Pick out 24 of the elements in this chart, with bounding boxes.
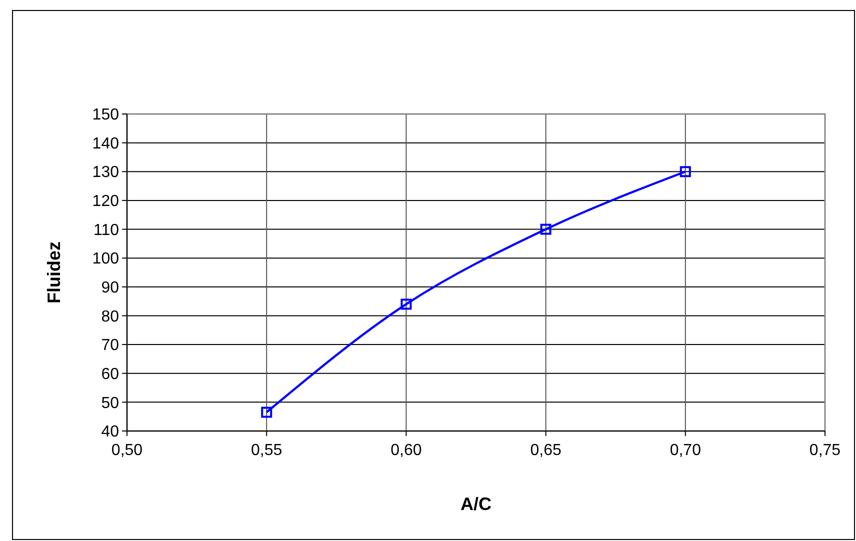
y-axis-title: Fluidez (44, 242, 64, 304)
y-tick-label: 90 (101, 280, 120, 297)
point (540, 224, 552, 235)
x-tick-label: 0,50 (111, 442, 143, 459)
y-tick-label: 150 (92, 106, 120, 124)
y-tick-label: 110 (93, 222, 120, 239)
x-tick-label: 0,55 (251, 442, 282, 459)
y-tick-label: 140 (92, 135, 120, 152)
x-tick-label: 0,65 (530, 442, 562, 459)
y-tick-label: 120 (92, 193, 120, 210)
y-tick-label: 100 (92, 250, 120, 268)
y-tick-label: 130 (92, 164, 120, 182)
y-tick-label: 70 (101, 337, 120, 354)
y-tick-label: 40 (101, 424, 120, 441)
x-tick-label: 0,75 (809, 442, 841, 459)
x-tick-label: 0,60 (390, 442, 422, 459)
point (680, 166, 691, 178)
x-axis-title: A/C (460, 494, 492, 514)
point (400, 298, 412, 310)
y-tick-label: 60 (101, 366, 120, 383)
x-tick-label: 0,70 (670, 442, 702, 459)
point (261, 406, 272, 418)
y-tick-label: 50 (101, 394, 120, 412)
y-tick-label: 80 (101, 308, 120, 326)
